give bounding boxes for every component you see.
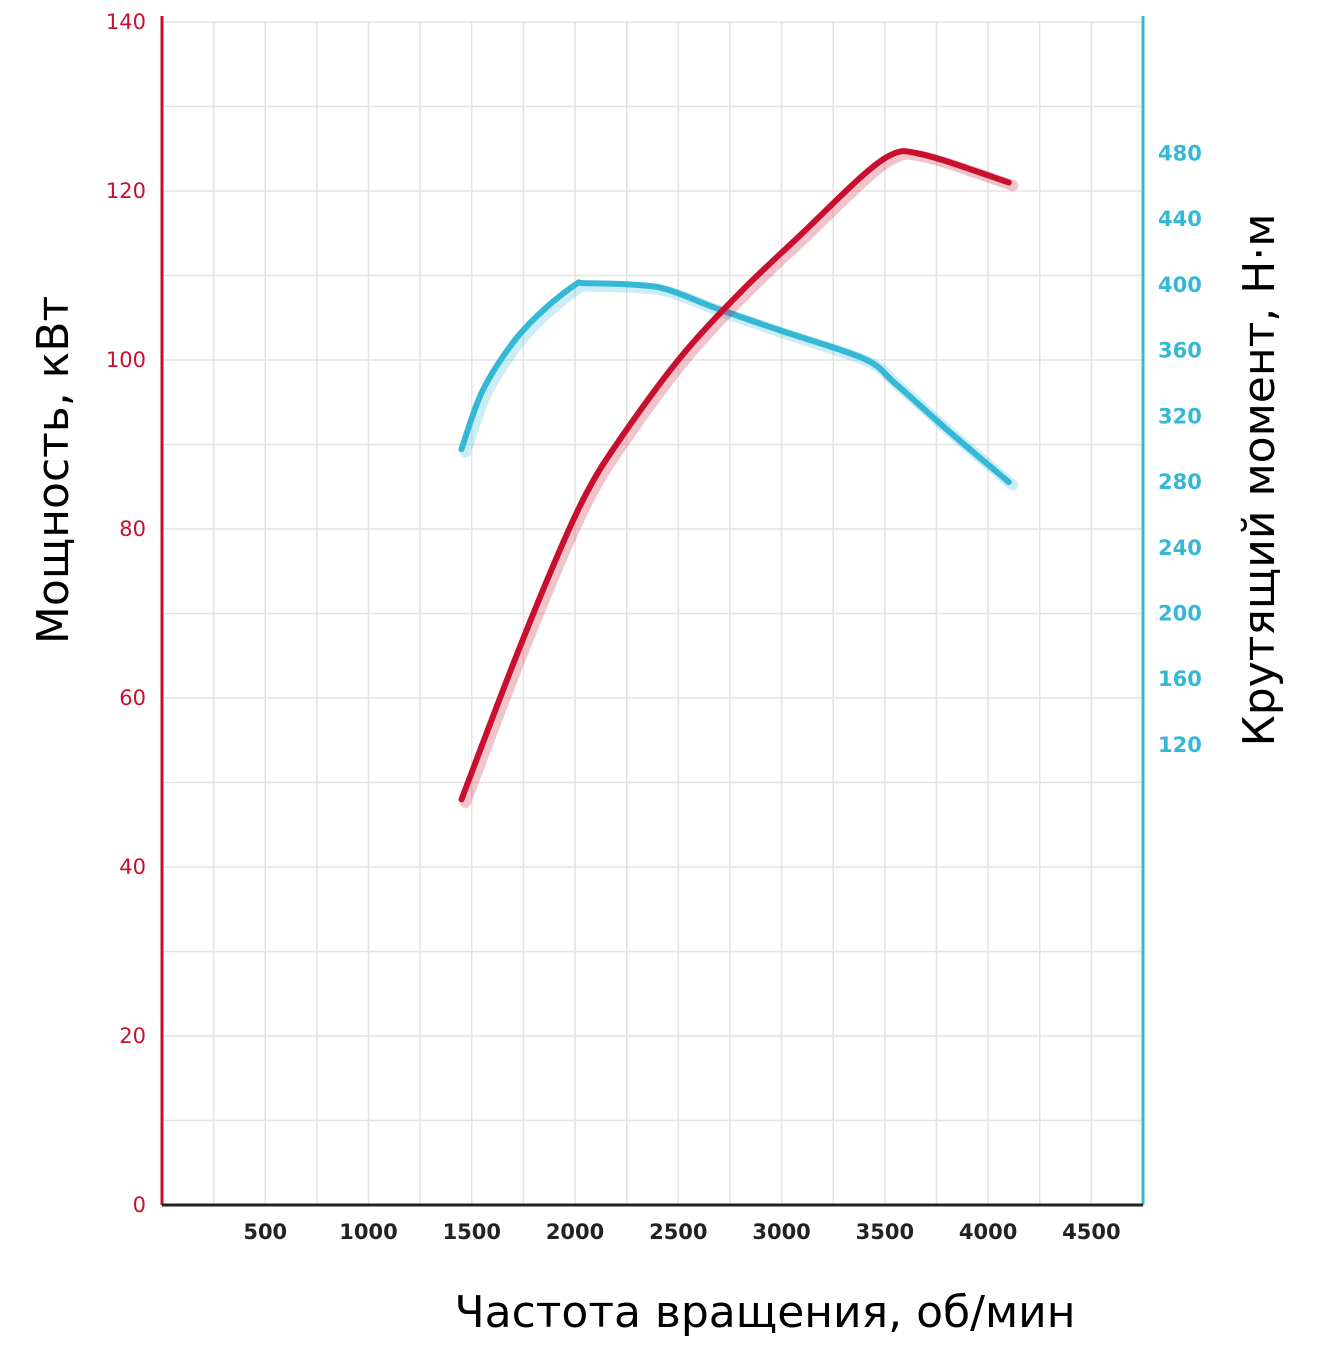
left-tick-label: 20 — [119, 1024, 146, 1048]
x-tick-label: 2000 — [546, 1220, 604, 1244]
x-tick-label: 3500 — [856, 1220, 914, 1244]
x-tick-label: 4000 — [959, 1220, 1017, 1244]
right-tick-label: 440 — [1158, 207, 1202, 231]
x-tick-label: 3000 — [752, 1220, 810, 1244]
right-tick-label: 160 — [1158, 667, 1202, 691]
right-tick-label: 120 — [1158, 733, 1202, 757]
grid — [162, 21, 1143, 1205]
right-tick-label: 200 — [1158, 602, 1202, 626]
x-tick-label: 500 — [243, 1220, 287, 1244]
left-tick-label: 0 — [133, 1193, 146, 1217]
left-tick-label: 40 — [119, 855, 146, 879]
torque-line — [458, 279, 1012, 486]
power-line-shadow — [460, 148, 1019, 808]
x-axis-title: Частота вращения, об/мин — [454, 1287, 1075, 1338]
left-tick-label: 100 — [106, 348, 146, 372]
left-axis-title: Мощность, кВт — [28, 296, 79, 644]
x-tick-label: 1000 — [339, 1220, 397, 1244]
left-tick-label: 120 — [106, 179, 146, 203]
x-tick-label: 1500 — [443, 1220, 501, 1244]
right-tick-label: 480 — [1158, 141, 1202, 165]
right-tick-label: 400 — [1158, 273, 1202, 297]
power-line — [458, 148, 1012, 803]
left-tick-label: 60 — [119, 686, 146, 710]
x-tick-label: 2500 — [649, 1220, 707, 1244]
series-lines — [458, 148, 1019, 808]
right-axis-title: Крутящий момент, Н·м — [1234, 214, 1285, 747]
tick-labels: 0 20 40 60 80 100 120 140 120 160 200 240 280 320 360 4… — [106, 10, 1202, 1244]
left-tick-label: 80 — [119, 517, 146, 541]
right-tick-label: 280 — [1158, 470, 1202, 494]
right-tick-label: 240 — [1158, 536, 1202, 560]
axes — [160, 16, 1145, 1207]
right-tick-label: 320 — [1158, 404, 1202, 428]
left-tick-label: 140 — [106, 10, 146, 34]
right-tick-label: 360 — [1158, 339, 1202, 363]
x-tick-label: 4500 — [1062, 1220, 1120, 1244]
